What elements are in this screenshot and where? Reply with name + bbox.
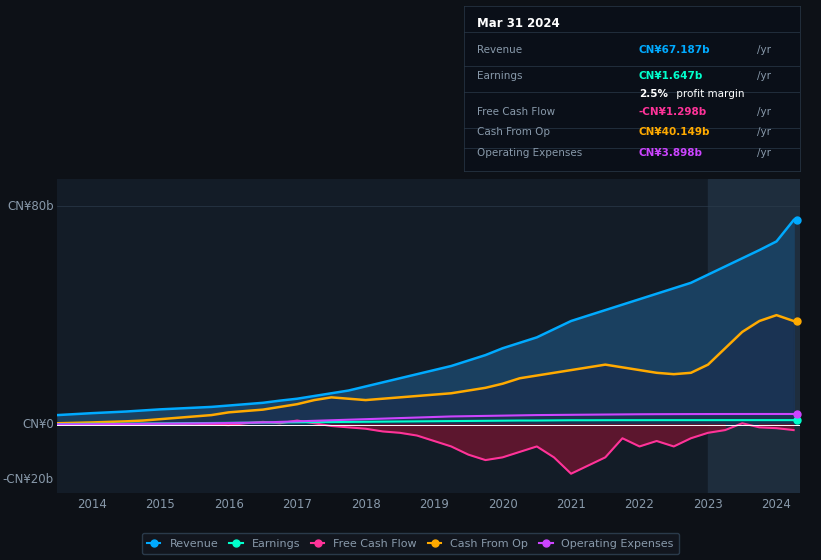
Text: Free Cash Flow: Free Cash Flow [477, 107, 556, 117]
Text: /yr: /yr [757, 127, 771, 137]
Text: CN¥3.898b: CN¥3.898b [639, 148, 703, 157]
Text: /yr: /yr [757, 107, 771, 117]
Text: /yr: /yr [757, 71, 771, 81]
Text: Cash From Op: Cash From Op [477, 127, 550, 137]
Text: -CN¥1.298b: -CN¥1.298b [639, 107, 707, 117]
Text: /yr: /yr [757, 148, 771, 157]
Legend: Revenue, Earnings, Free Cash Flow, Cash From Op, Operating Expenses: Revenue, Earnings, Free Cash Flow, Cash … [141, 533, 680, 554]
Text: CN¥0: CN¥0 [22, 418, 53, 431]
Text: profit margin: profit margin [672, 89, 744, 99]
Text: /yr: /yr [757, 45, 771, 55]
Text: Mar 31 2024: Mar 31 2024 [477, 17, 560, 30]
Bar [708, 179, 800, 493]
Text: -CN¥20b: -CN¥20b [2, 473, 53, 486]
Text: Earnings: Earnings [477, 71, 523, 81]
Text: 2.5%: 2.5% [639, 89, 668, 99]
Text: CN¥1.647b: CN¥1.647b [639, 71, 704, 81]
Text: CN¥80b: CN¥80b [7, 200, 53, 213]
Text: CN¥40.149b: CN¥40.149b [639, 127, 710, 137]
Text: Revenue: Revenue [477, 45, 522, 55]
Text: CN¥67.187b: CN¥67.187b [639, 45, 710, 55]
Text: Operating Expenses: Operating Expenses [477, 148, 583, 157]
